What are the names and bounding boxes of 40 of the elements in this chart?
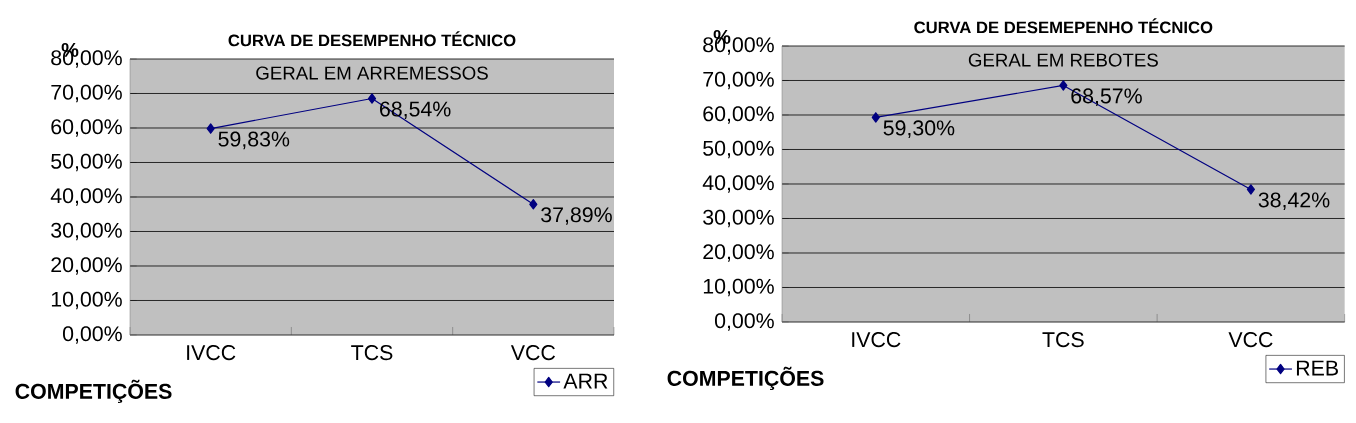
- point: [1059, 80, 1068, 91]
- y-tick-label: 10,00%: [703, 278, 774, 297]
- y-tick-label: 30,00%: [51, 222, 122, 241]
- annotation: GERAL EM ARREMESSOS: [256, 66, 488, 80]
- y-tick-label: 70,00%: [51, 84, 122, 103]
- y-tick-label: 0,00%: [714, 313, 774, 331]
- y-tick-label: 70,00%: [703, 71, 774, 90]
- chart-title: CURVA DE DESEMPENHO TÉCNICO: [228, 31, 516, 47]
- annotation: GERAL EM REBOTES: [968, 53, 1158, 67]
- y-tick-label: 50,00%: [703, 140, 774, 159]
- x-tick-label: TCS: [351, 345, 393, 361]
- x-tick-label: TCS: [1042, 332, 1084, 348]
- y-tick-label: 10,00%: [51, 291, 122, 310]
- y-tick-label: 60,00%: [51, 119, 122, 137]
- x-axis-title: COMPETIÇÕES: [15, 379, 172, 404]
- x-tick-label: VCC: [510, 345, 556, 361]
- point: [1246, 184, 1255, 195]
- x-tick-label: IVCC: [187, 345, 236, 361]
- point: [206, 123, 215, 134]
- y-tick-label: 50,00%: [51, 153, 122, 172]
- legend-label: REB: [1296, 360, 1338, 376]
- y-tick-label: 0,00%: [62, 326, 122, 344]
- x-axis-title: COMPETIÇÕES: [667, 366, 824, 391]
- x-tick-label: VCC: [1228, 332, 1273, 348]
- point: [871, 112, 880, 123]
- point: [367, 93, 377, 104]
- point: [529, 199, 538, 210]
- x-tick-label: IVCC: [852, 332, 901, 348]
- legend-label: ARR: [563, 373, 608, 389]
- y-tick-label: 40,00%: [50, 188, 122, 206]
- y-tick-label: 30,00%: [703, 209, 774, 228]
- data-label: 38,42%: [1258, 192, 1330, 210]
- y-tick-label: 60,00%: [703, 106, 774, 124]
- y-tick-label: 40,00%: [702, 175, 774, 193]
- data-label: 59,30%: [883, 120, 955, 138]
- y-tick-label: 20,00%: [51, 257, 122, 275]
- chart-title: CURVA DE DESEMEPENHO TÉCNICO: [914, 18, 1213, 34]
- data-label: 37,89%: [541, 207, 612, 225]
- y-tick-label: 20,00%: [703, 244, 774, 262]
- data-label: 59,83%: [218, 131, 290, 150]
